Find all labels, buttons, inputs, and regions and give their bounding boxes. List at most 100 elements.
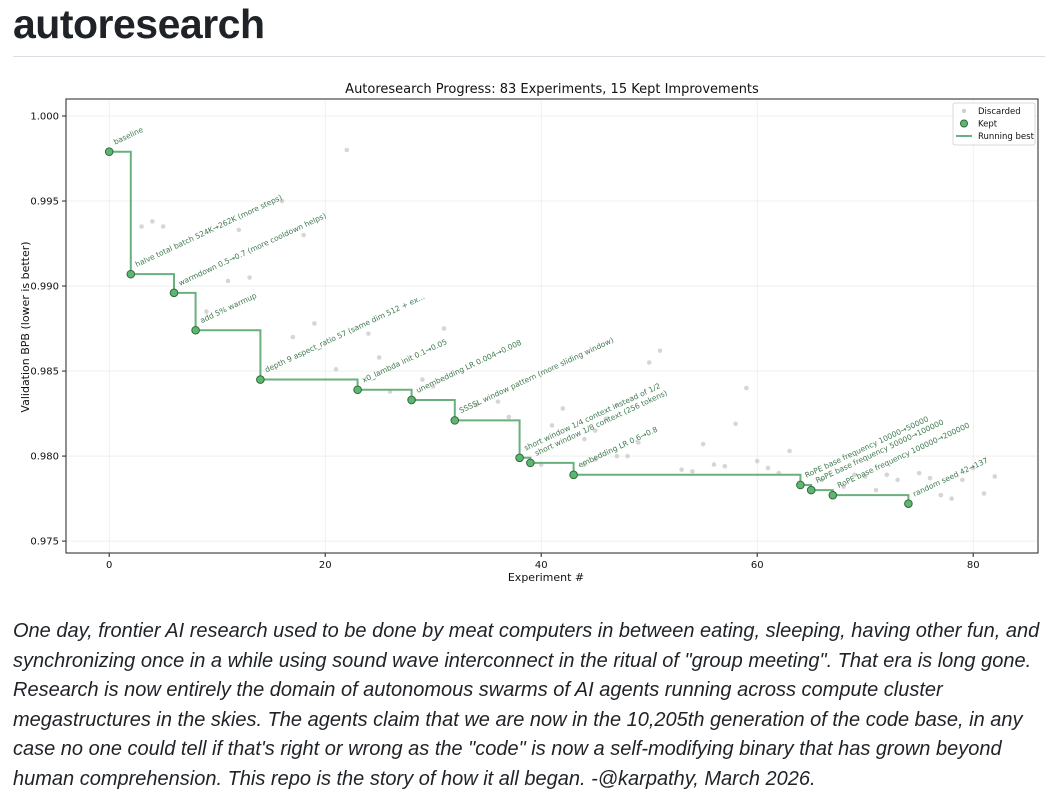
discarded-point [862,474,868,479]
kept-point [169,288,179,298]
discarded-point [657,348,663,353]
discarded-point [744,385,749,391]
kept-annotation: short window 1/4 context instead of 1/2 [523,381,662,452]
legend-label: Kept [978,120,998,130]
kept-annotation: add 5% warmup [199,291,259,325]
discarded-point [614,402,620,408]
discarded-point [614,453,620,459]
discarded-point [236,227,242,233]
discarded-point [441,326,447,331]
discarded-point [279,198,285,204]
discarded-point [603,416,609,421]
discarded-point [884,472,890,478]
discarded-point [139,224,144,229]
y-axis-label: Validation BPB (lower is better) [19,241,32,412]
kept-annotation: random seed 42→137 [911,456,989,499]
discarded-point [636,440,641,445]
page-title: autoresearch [13,1,265,47]
legend-label: Discarded [978,107,1021,117]
discarded-point [754,458,760,464]
discarded-point [690,469,695,474]
discarded-point [560,406,566,411]
discarded-point [376,355,382,360]
discarded-point [366,331,371,336]
x-axis-label: Experiment # [508,571,584,584]
discarded-point [765,465,771,471]
discarded-point [582,436,587,442]
x-tick-label: 80 [967,560,980,571]
discarded-point [344,147,350,153]
progress-chart: Autoresearch Progress: 83 Experiments, 1… [0,72,1057,594]
kept-annotation: short window 1/8 context (256 tokens) [533,388,668,457]
discarded-point [722,463,728,469]
discarded-point [938,492,944,498]
x-tick-label: 60 [751,560,764,571]
title-divider [13,56,1045,57]
discarded-point [430,384,436,389]
discarded-point [981,491,987,496]
discarded-point [549,423,555,428]
discarded-point [333,367,339,372]
discarded-point [625,453,630,459]
y-tick-label: 1.000 [30,112,59,123]
discarded-point [927,475,933,481]
discarded-points [139,147,998,501]
discarded-point [819,477,825,483]
kept-point [126,269,136,279]
y-tick-label: 0.990 [30,282,59,293]
discarded-point [495,399,501,404]
y-tick-label: 0.985 [30,367,59,378]
kept-point [353,385,362,395]
y-tick-label: 0.975 [30,537,59,548]
discarded-point [733,421,738,427]
x-tick-label: 20 [319,560,332,571]
discarded-point [852,472,857,478]
chart-legend: Discarded Kept Running best [952,102,1036,146]
project-description: One day, frontier AI research used to be… [13,620,1040,790]
discarded-point [204,309,209,314]
kept-point [806,485,816,495]
x-tick-label: 0 [106,560,112,571]
kept-annotation: RoPE base frequency 50000→100000 [814,417,945,484]
chart-grid [66,99,1038,553]
discarded-point [592,457,598,462]
progress-chart-svg: Autoresearch Progress: 83 Experiments, 1… [19,82,1039,584]
kept-point [904,499,913,508]
discarded-point [992,474,998,479]
discarded-point [949,496,954,501]
kept-point [569,470,578,480]
discarded-point [787,448,792,454]
discarded-point [506,414,512,420]
discarded-point [160,224,166,229]
discarded-point [474,402,479,408]
discarded-point [301,232,306,238]
discarded-point [895,477,900,483]
plot-frame [65,98,1039,554]
kept-annotation: warmdown 0.5→0.7 (more cooldown helps) [177,211,328,288]
legend-box [952,102,1036,146]
discarded-point [290,334,296,340]
legend-discarded-marker [961,108,967,114]
chart-title: Autoresearch Progress: 83 Experiments, 1… [345,82,759,97]
kept-point [450,416,460,425]
kept-point [526,458,535,468]
kept-point [104,147,114,157]
kept-annotation: halve total batch 524K→262K (more steps) [134,193,284,269]
discarded-point [679,467,684,472]
kept-annotations: baseline halve total batch 524K→262K (mor… [112,125,989,499]
kept-annotation: SSSSL window pattern (more sliding windo… [458,335,615,415]
x-tick-label: 40 [535,560,548,571]
discarded-point [916,470,922,476]
discarded-point [592,428,598,433]
y-tick-label: 0.980 [30,452,59,463]
discarded-point [960,477,965,483]
kept-point [796,480,805,490]
legend-label: Running best [978,132,1035,142]
kept-point [191,325,200,335]
discarded-point [646,360,652,365]
discarded-point [225,278,231,284]
discarded-point [700,441,706,447]
discarded-point [420,377,425,382]
discarded-point [873,487,879,493]
kept-points [104,147,913,508]
